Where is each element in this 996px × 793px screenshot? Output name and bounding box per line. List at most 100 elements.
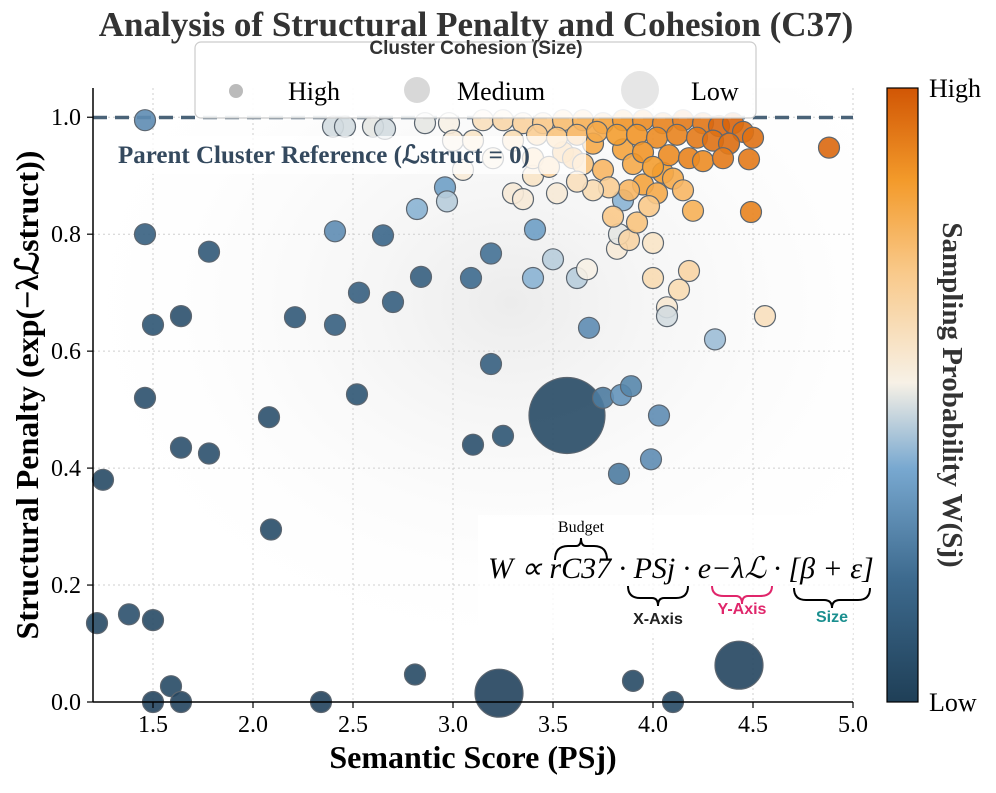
- data-point: [753, 305, 777, 328]
- data-point: [133, 386, 157, 409]
- y-axis-brace: [711, 585, 773, 605]
- data-point: [323, 313, 347, 336]
- data-point: [665, 123, 689, 146]
- data-point: [741, 126, 765, 149]
- data-point: [371, 224, 395, 247]
- x-tick-label: 1.5: [138, 712, 168, 738]
- data-point: [333, 115, 357, 138]
- data-point: [479, 352, 503, 376]
- data-point: [617, 179, 641, 202]
- x-tick-label: 4.0: [638, 712, 668, 738]
- y-tick-label: 0.4: [51, 456, 81, 482]
- formula-y-axis-label: Y-Axis: [718, 601, 767, 618]
- reference-label-box: [108, 136, 586, 174]
- data-point: [691, 150, 715, 173]
- legend-marker-high: [229, 84, 243, 98]
- data-point: [91, 468, 115, 491]
- data-point: [474, 668, 524, 718]
- formula-size-label: Size: [816, 609, 848, 626]
- data-point: [585, 120, 609, 143]
- formula-annotation: Budget W ∝ rC37 · PSj · e−λℒ · [β + ε] X…: [478, 515, 874, 635]
- x-tick-label: 2.5: [338, 712, 368, 738]
- size-legend: Cluster Cohesion (Size) High Medium Low: [194, 38, 757, 119]
- reference-line-label: Parent Cluster Reference (ℒstruct = 0): [118, 142, 530, 169]
- chart-title: Analysis of Structural Penalty and Cohes…: [99, 5, 853, 44]
- legend-marker-low: [621, 71, 659, 109]
- data-point: [85, 611, 109, 635]
- data-point: [133, 223, 157, 246]
- data-point: [619, 375, 643, 398]
- data-point: [641, 266, 665, 290]
- legend-title: Cluster Cohesion (Size): [369, 38, 582, 59]
- data-point: [565, 170, 589, 193]
- formula-x-axis-label: X-Axis: [633, 611, 683, 628]
- x-tick-label: 3.0: [438, 712, 468, 738]
- data-point: [641, 231, 665, 255]
- size-brace: [793, 587, 871, 609]
- legend-frame: [194, 41, 757, 119]
- y-axis-ticks: 0.0 0.2 0.4 0.6 0.8 1.0: [51, 105, 93, 716]
- data-point: [259, 518, 283, 541]
- data-point: [577, 316, 601, 339]
- data-point: [133, 109, 157, 132]
- data-point: [521, 266, 545, 290]
- data-point: [169, 436, 193, 459]
- x-axis-brace: [627, 585, 689, 607]
- data-point: [625, 211, 649, 234]
- data-point: [117, 603, 141, 626]
- data-point: [141, 313, 165, 336]
- data-point: [323, 220, 347, 243]
- x-tick-label: 4.5: [738, 712, 768, 738]
- data-point: [607, 462, 631, 485]
- x-axis-ticks: 1.5 2.0 2.5 3.0 3.5 4.0 4.5 5.0: [138, 702, 868, 738]
- y-tick-label: 0.8: [51, 222, 81, 248]
- colorbar-high-label: High: [929, 74, 981, 103]
- legend-label-high: High: [288, 77, 340, 106]
- data-point: [479, 242, 503, 265]
- y-tick-label: 1.0: [51, 105, 81, 131]
- x-tick-label: 3.5: [538, 712, 568, 738]
- colorbar-low-label: Low: [929, 688, 977, 717]
- data-point: [575, 258, 599, 281]
- y-tick-label: 0.6: [51, 339, 81, 365]
- formula-box: [478, 515, 853, 635]
- y-axis-label: Structural Penalty (exp(−λℒstruct)): [9, 151, 45, 640]
- x-tick-label: 5.0: [838, 712, 868, 738]
- data-point: [169, 305, 193, 328]
- data-point: [405, 197, 429, 221]
- data-point: [491, 424, 515, 447]
- data-point: [141, 608, 165, 632]
- data-point: [381, 290, 405, 314]
- data-point: [283, 306, 307, 329]
- data-point: [197, 240, 221, 263]
- data-point: [641, 155, 665, 178]
- data-point: [523, 218, 547, 241]
- legend-marker-medium: [404, 77, 430, 103]
- data-point: [601, 205, 625, 228]
- data-point: [409, 265, 433, 288]
- data-point: [711, 147, 735, 170]
- colorbar-gradient: [886, 87, 919, 703]
- data-point: [817, 136, 841, 159]
- data-point: [347, 281, 371, 304]
- data-point: [739, 200, 763, 224]
- data-point: [639, 448, 663, 471]
- data-point: [714, 640, 764, 690]
- colorbar-title: Sampling Probability W(Sj): [936, 222, 968, 567]
- formula-text: W ∝ rC37 · PSj · e−λℒ · [β + ε]: [488, 552, 874, 585]
- data-point: [637, 195, 661, 218]
- data-point: [459, 266, 483, 290]
- data-point: [647, 404, 671, 427]
- data-point: [435, 190, 459, 213]
- data-point: [703, 328, 727, 351]
- data-point: [737, 148, 761, 171]
- x-axis-label: Semantic Score (PSj): [329, 739, 616, 775]
- data-point: [681, 199, 705, 222]
- data-point: [655, 305, 679, 328]
- data-point: [403, 663, 427, 686]
- data-point: [671, 179, 695, 202]
- legend-label-low: Low: [691, 77, 739, 106]
- data-point: [197, 442, 221, 465]
- budget-brace: [554, 537, 608, 561]
